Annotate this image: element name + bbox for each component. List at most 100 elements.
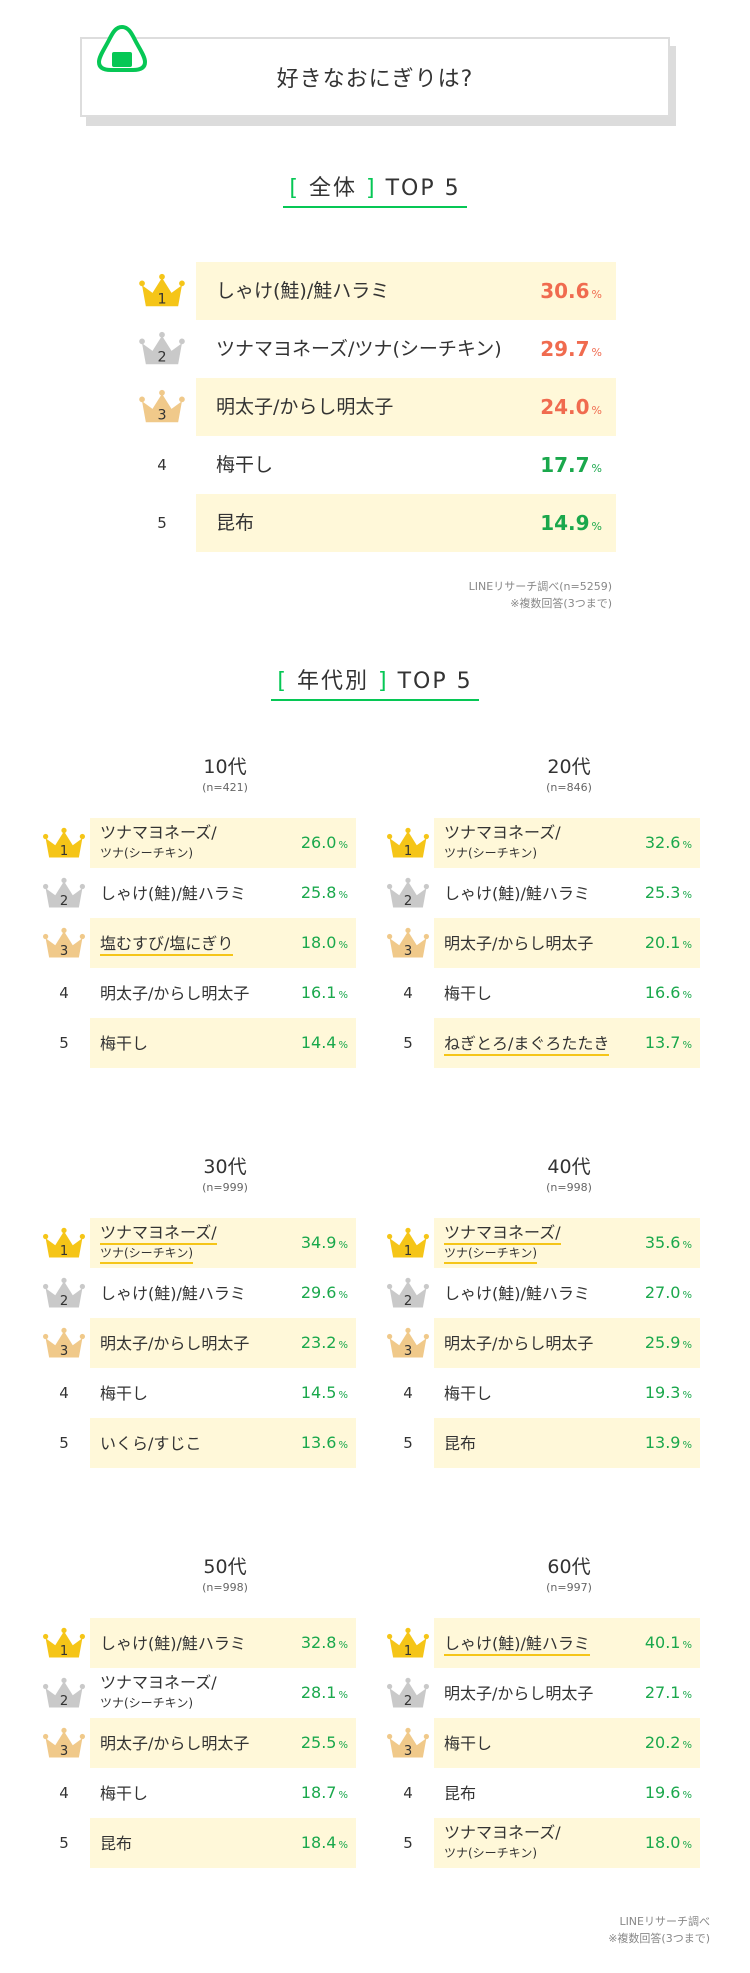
item-name: しゃけ(鮭)/鮭ハラミ <box>216 280 390 302</box>
item-value: 28.1% <box>300 1683 348 1702</box>
overall-row: 5 昆布 14.9% <box>130 494 620 552</box>
item-value: 29.6% <box>300 1283 348 1302</box>
age-title-suffix: TOP 5 <box>397 669 473 694</box>
rank-number: 5 <box>157 514 167 532</box>
item-value: 23.2% <box>300 1333 348 1352</box>
sample-size: (n=998) <box>202 1581 248 1594</box>
crown-icon: 2 <box>382 1668 434 1718</box>
crown-icon: 1 <box>38 1618 90 1668</box>
crown-icon: 2 <box>38 1668 90 1718</box>
item-name: 明太子/からし明太子 <box>444 933 594 953</box>
svg-text:2: 2 <box>404 1693 412 1708</box>
rank-number: 5 <box>59 1834 69 1852</box>
item-value: 24.0% <box>540 395 602 419</box>
row-highlight <box>90 1818 356 1868</box>
item-value: 25.3% <box>644 883 692 902</box>
crown-icon: 2 <box>38 868 90 918</box>
age-label: 50代 <box>203 1556 247 1578</box>
item-name: ツナマヨネーズ/ツナ(シーチキン) <box>444 1823 561 1860</box>
item-value: 13.6% <box>300 1433 348 1452</box>
crown-icon: 2 <box>382 1268 434 1318</box>
row-highlight <box>434 818 700 868</box>
crown-icon: 3 <box>38 918 90 968</box>
svg-text:3: 3 <box>60 1343 68 1358</box>
item-name: 明太子/からし明太子 <box>100 983 250 1003</box>
row-highlight <box>196 494 616 552</box>
age-label: 60代 <box>547 1556 591 1578</box>
item-value: 18.4% <box>300 1833 348 1852</box>
overall-title-label: 全体 <box>308 176 357 201</box>
item-name: 梅干し <box>100 1783 149 1803</box>
item-value: 32.8% <box>300 1633 348 1652</box>
row-highlight <box>434 1218 700 1268</box>
item-name: ツナマヨネーズ/ツナ(シーチキン) <box>100 1673 217 1710</box>
age-row: 3 明太子/からし明太子 20.1% <box>382 918 712 968</box>
age-source-note: LINEリサーチ調べ ※複数回答(3つまで) <box>608 1913 710 1947</box>
row-highlight <box>90 818 356 868</box>
item-name: 梅干し <box>216 454 274 476</box>
sample-size: (n=421) <box>202 781 248 794</box>
item-name: 昆布 <box>100 1833 133 1853</box>
page-title: 好きなおにぎりは? <box>276 67 474 92</box>
item-value: 30.6% <box>540 279 602 303</box>
rank-number: 5 <box>59 1434 69 1452</box>
overall-source-note: LINEリサーチ調べ(n=5259) ※複数回答(3つまで) <box>469 578 612 612</box>
age-row: 2 しゃけ(鮭)/鮭ハラミ 25.3% <box>382 868 712 918</box>
overall-row: 1 しゃけ(鮭)/鮭ハラミ 30.6% <box>130 262 620 320</box>
age-row: 2 しゃけ(鮭)/鮭ハラミ 27.0% <box>382 1268 712 1318</box>
row-highlight <box>434 1018 700 1068</box>
row-highlight <box>90 1418 356 1468</box>
item-name: 梅干し <box>100 1383 149 1403</box>
item-value: 26.0% <box>300 833 348 852</box>
age-row: 3 梅干し 20.2% <box>382 1718 712 1768</box>
svg-text:2: 2 <box>60 1293 68 1308</box>
item-value: 27.0% <box>644 1283 692 1302</box>
age-row: 4 梅干し 18.7% <box>38 1768 368 1818</box>
row-highlight <box>434 1618 700 1668</box>
overall-section-title: [ 全体 ] TOP 5 <box>0 170 750 208</box>
item-value: 40.1% <box>644 1633 692 1652</box>
item-value: 16.6% <box>644 983 692 1002</box>
bracket-open: [ <box>277 669 288 694</box>
item-name: ツナマヨネーズ/ツナ(シーチキン) <box>100 823 217 860</box>
item-name: しゃけ(鮭)/鮭ハラミ <box>444 1283 590 1303</box>
crown-icon: 3 <box>38 1718 90 1768</box>
age-label: 30代 <box>203 1156 247 1178</box>
item-name: 昆布 <box>444 1783 477 1803</box>
row-highlight <box>434 1418 700 1468</box>
item-value: 13.9% <box>644 1433 692 1452</box>
age-row: 1 しゃけ(鮭)/鮭ハラミ 32.8% <box>38 1618 368 1668</box>
svg-text:2: 2 <box>60 893 68 908</box>
item-name: しゃけ(鮭)/鮭ハラミ <box>444 883 590 903</box>
age-note-source: LINEリサーチ調べ <box>619 1915 710 1928</box>
age-row: 1 ツナマヨネーズ/ツナ(シーチキン) 26.0% <box>38 818 368 868</box>
svg-text:2: 2 <box>157 349 166 365</box>
item-value: 18.0% <box>644 1833 692 1852</box>
item-value: 14.9% <box>540 511 602 535</box>
item-value: 13.7% <box>644 1033 692 1052</box>
item-name: ツナマヨネーズ/ツナ(シーチキン) <box>216 338 502 360</box>
age-row: 1 ツナマヨネーズ/ツナ(シーチキン) 32.6% <box>382 818 712 868</box>
item-name: 明太子/からし明太子 <box>444 1683 594 1703</box>
svg-text:2: 2 <box>60 1693 68 1708</box>
age-row: 4 昆布 19.6% <box>382 1768 712 1818</box>
rank-number: 4 <box>59 1384 69 1402</box>
svg-text:3: 3 <box>60 1743 68 1758</box>
item-name: ツナマヨネーズ/ツナ(シーチキン) <box>444 1218 561 1268</box>
age-row: 5 ねぎとろ/まぐろたたき 13.7% <box>382 1018 712 1068</box>
item-value: 14.4% <box>300 1033 348 1052</box>
age-row: 4 梅干し 19.3% <box>382 1368 712 1418</box>
age-title-label: 年代別 <box>296 669 369 694</box>
rank-number: 5 <box>59 1034 69 1052</box>
overall-row: 2 ツナマヨネーズ/ツナ(シーチキン) 29.7% <box>130 320 620 378</box>
overall-title-suffix: TOP 5 <box>385 176 461 201</box>
svg-text:3: 3 <box>157 407 166 423</box>
age-group-heading: 50代 (n=998) <box>90 1552 360 1594</box>
rank-number: 4 <box>157 456 167 474</box>
crown-icon: 3 <box>382 918 434 968</box>
item-name: いくら/すじこ <box>100 1433 202 1453</box>
age-row: 2 ツナマヨネーズ/ツナ(シーチキン) 28.1% <box>38 1668 368 1718</box>
item-name: ツナマヨネーズ/ツナ(シーチキン) <box>444 823 561 860</box>
age-row: 4 梅干し 16.6% <box>382 968 712 1018</box>
age-row: 4 梅干し 14.5% <box>38 1368 368 1418</box>
